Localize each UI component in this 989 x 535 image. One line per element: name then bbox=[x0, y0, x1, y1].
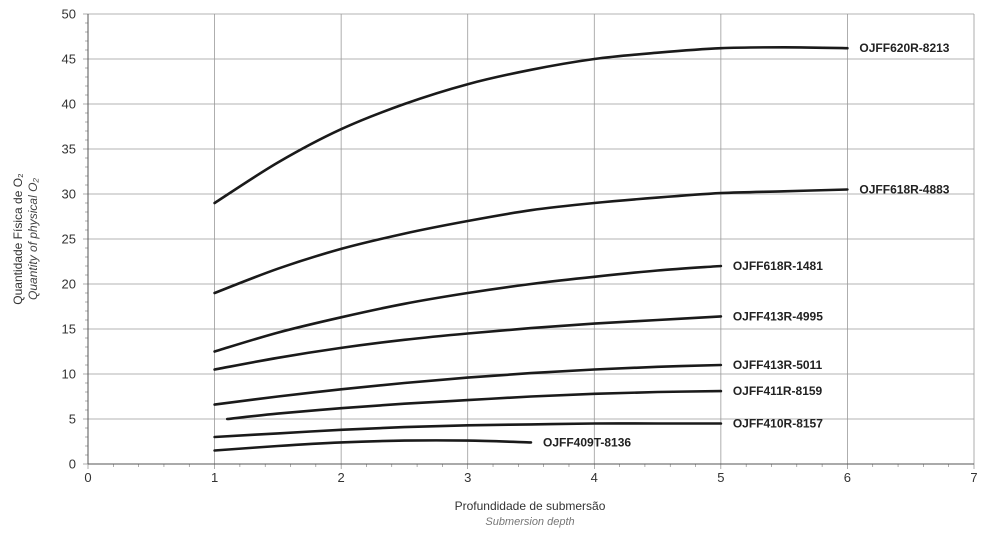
series-label: OJFF618R-1481 bbox=[733, 259, 823, 273]
y-tick-label: 20 bbox=[62, 277, 76, 292]
series-label: OJFF409T-8136 bbox=[543, 435, 631, 449]
series-label: OJFF413R-4995 bbox=[733, 309, 823, 323]
series-line-ojff411r-8159 bbox=[225, 389, 723, 421]
series-line-ojff413r-5011 bbox=[213, 363, 723, 406]
x-tick-label: 4 bbox=[591, 470, 598, 485]
series-line-ojff618r-1481 bbox=[213, 264, 723, 353]
y-tick-label: 30 bbox=[62, 187, 76, 202]
series-label: OJFF618R-4883 bbox=[859, 183, 949, 197]
x-axis-subtitle: Submersion depth bbox=[485, 516, 574, 528]
x-tick-label: 5 bbox=[717, 470, 724, 485]
series-line-ojff618r-4883 bbox=[213, 188, 849, 295]
series-labels: OJFF620R-8213 OJFF618R-4883 OJFF618R-1481 O… bbox=[543, 41, 950, 449]
y-tick-label: 25 bbox=[62, 232, 76, 247]
y-axis-subtitle: Quantity of physical O₂ bbox=[26, 178, 40, 300]
series-label: OJFF620R-8213 bbox=[859, 41, 949, 55]
x-axis-title: Profundidade de submersão bbox=[455, 499, 606, 513]
series-line-ojff409t-8136 bbox=[213, 439, 533, 452]
y-tick-label: 45 bbox=[62, 52, 76, 67]
x-tick-label: 1 bbox=[211, 470, 218, 485]
series-lines bbox=[213, 46, 849, 452]
x-tick-label: 6 bbox=[844, 470, 851, 485]
series-label: OJFF410R-8157 bbox=[733, 417, 823, 431]
y-axis-title: Quantidade Física de O₂ bbox=[11, 173, 25, 305]
x-tick-label: 3 bbox=[464, 470, 471, 485]
axes bbox=[83, 13, 975, 469]
y-tick-label: 0 bbox=[69, 457, 76, 472]
series-label: OJFF411R-8159 bbox=[733, 384, 823, 398]
x-tick-label: 7 bbox=[970, 470, 977, 485]
y-tick-label: 15 bbox=[62, 322, 76, 337]
y-tick-label: 10 bbox=[62, 367, 76, 382]
y-tick-label: 50 bbox=[62, 7, 76, 22]
series-line-ojff413r-4995 bbox=[213, 315, 723, 371]
x-tick-label: 2 bbox=[338, 470, 345, 485]
y-tick-label: 35 bbox=[62, 142, 76, 157]
series-label: OJFF413R-5011 bbox=[733, 358, 823, 372]
x-tick-label: 0 bbox=[84, 470, 91, 485]
y-tick-label: 5 bbox=[69, 412, 76, 427]
series-line-ojff620r-8213 bbox=[213, 46, 849, 205]
series-line-ojff410r-8157 bbox=[213, 422, 723, 439]
y-tick-label: 40 bbox=[62, 97, 76, 112]
